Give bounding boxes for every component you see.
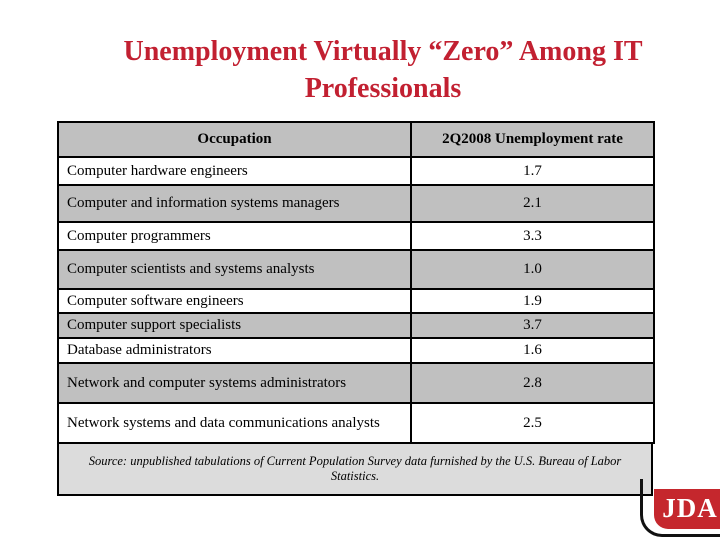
table-row: Computer support specialists 3.7 [57, 312, 655, 339]
slide-title: Unemployment Virtually “Zero” Among IT P… [123, 36, 643, 104]
unemployment-table: Occupation 2Q2008 Unemployment rate Comp… [57, 121, 655, 444]
table-row: Computer programmers 3.3 [57, 221, 655, 251]
occupation-cell: Computer support specialists [57, 312, 412, 339]
column-header-rate: 2Q2008 Unemployment rate [410, 121, 655, 158]
occupation-cell: Computer programmers [57, 221, 412, 251]
jda-logo-bracket-shape [640, 479, 720, 537]
occupation-cell: Network systems and data communications … [57, 402, 412, 444]
table-header-row: Occupation 2Q2008 Unemployment rate [57, 121, 655, 158]
jda-logo: JDA [640, 479, 720, 537]
rate-cell: 2.8 [410, 362, 655, 404]
rate-cell: 3.7 [410, 312, 655, 339]
occupation-cell: Computer and information systems manager… [57, 184, 412, 223]
table-row: Network and computer systems administrat… [57, 362, 655, 404]
table-row: Network systems and data communications … [57, 402, 655, 444]
rate-cell: 1.0 [410, 249, 655, 290]
table-row: Computer hardware engineers 1.7 [57, 156, 655, 186]
table-row: Computer scientists and systems analysts… [57, 249, 655, 290]
table-row: Computer and information systems manager… [57, 184, 655, 223]
occupation-cell: Network and computer systems administrat… [57, 362, 412, 404]
occupation-cell: Computer scientists and systems analysts [57, 249, 412, 290]
table-row: Computer software engineers 1.9 [57, 288, 655, 314]
column-header-occupation: Occupation [57, 121, 412, 158]
jda-logo-text: JDA [654, 489, 720, 529]
unemployment-table-block: Occupation 2Q2008 Unemployment rate Comp… [57, 121, 655, 496]
occupation-cell: Database administrators [57, 337, 412, 364]
rate-cell: 3.3 [410, 221, 655, 251]
rate-cell: 2.1 [410, 184, 655, 223]
table-row: Database administrators 1.6 [57, 337, 655, 364]
rate-cell: 1.6 [410, 337, 655, 364]
occupation-cell: Computer software engineers [57, 288, 412, 314]
rate-cell: 1.9 [410, 288, 655, 314]
rate-cell: 1.7 [410, 156, 655, 186]
source-note: Source: unpublished tabulations of Curre… [57, 442, 653, 496]
rate-cell: 2.5 [410, 402, 655, 444]
occupation-cell: Computer hardware engineers [57, 156, 412, 186]
